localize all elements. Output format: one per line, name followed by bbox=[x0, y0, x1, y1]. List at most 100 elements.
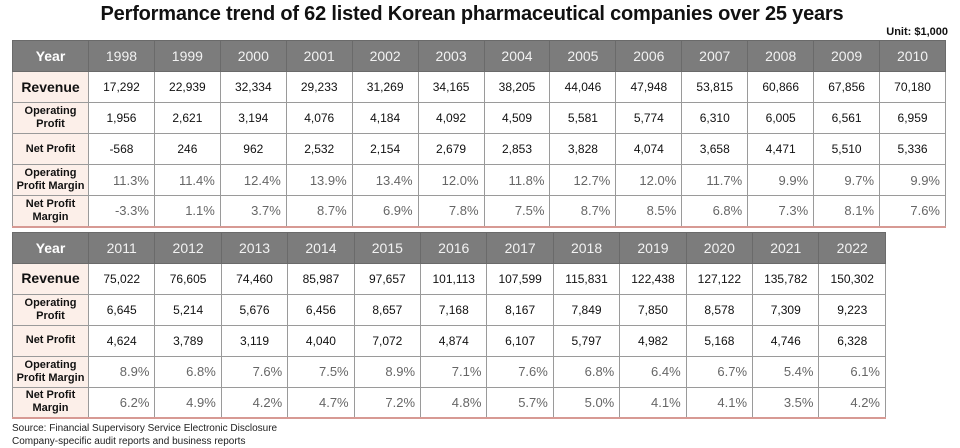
value-cell-revenue-2013: 74,460 bbox=[220, 262, 289, 295]
year-cell-2015: 2015 bbox=[353, 231, 422, 264]
value-cell-net-profit-margin-2015: 7.2% bbox=[353, 386, 422, 419]
value-cell-net-profit-2012: 3,789 bbox=[154, 324, 222, 357]
value-cell-net-profit-margin-2011: 6.2% bbox=[87, 386, 156, 419]
value-cell-operating-profit-margin-2022: 6.1% bbox=[818, 355, 886, 388]
row-label-operating-profit: Operating Profit bbox=[12, 293, 89, 326]
value-cell-net-profit-2022: 6,328 bbox=[818, 324, 886, 357]
unit-label: Unit: $1,000 bbox=[886, 26, 948, 38]
value-cell-net-profit-margin-2017: 5.7% bbox=[486, 386, 554, 419]
year-cell-2011: 2011 bbox=[87, 231, 156, 264]
value-cell-net-profit-margin-2012: 4.9% bbox=[154, 386, 222, 419]
value-cell-revenue-2005: 44,046 bbox=[549, 71, 617, 103]
value-cell-net-profit-margin-2014: 4.7% bbox=[287, 386, 355, 419]
year-cell-2008: 2008 bbox=[747, 40, 815, 72]
value-cell-net-profit-1998: -568 bbox=[88, 133, 155, 165]
value-cell-operating-profit-margin-2020: 6.7% bbox=[685, 355, 754, 388]
year-cell-2004: 2004 bbox=[483, 40, 551, 72]
value-cell-revenue-2004: 38,205 bbox=[483, 71, 551, 103]
row-label-net-profit-margin: Net Profit Margin bbox=[12, 386, 89, 419]
value-cell-operating-profit-2014: 6,456 bbox=[287, 293, 355, 326]
value-cell-net-profit-margin-2000: 3.7% bbox=[219, 195, 287, 227]
value-cell-operating-profit-margin-2013: 7.6% bbox=[220, 355, 289, 388]
value-cell-operating-profit-margin-2008: 9.9% bbox=[747, 164, 815, 196]
value-cell-net-profit-margin-2018: 5.0% bbox=[552, 386, 621, 419]
value-cell-net-profit-2005: 3,828 bbox=[549, 133, 617, 165]
value-cell-revenue-2012: 76,605 bbox=[154, 262, 222, 295]
value-cell-operating-profit-margin-2006: 12.0% bbox=[615, 164, 683, 196]
value-cell-operating-profit-2011: 6,645 bbox=[87, 293, 156, 326]
value-cell-net-profit-2008: 4,471 bbox=[747, 133, 815, 165]
value-cell-operating-profit-2010: 6,959 bbox=[879, 102, 946, 134]
value-cell-revenue-2014: 85,987 bbox=[287, 262, 355, 295]
value-cell-operating-profit-margin-2003: 12.0% bbox=[417, 164, 485, 196]
value-cell-revenue-2000: 32,334 bbox=[219, 71, 287, 103]
value-cell-net-profit-margin-2021: 3.5% bbox=[752, 386, 820, 419]
row-label-operating-profit-margin: Operating Profit Margin bbox=[12, 355, 89, 388]
value-cell-net-profit-2016: 4,874 bbox=[420, 324, 488, 357]
value-cell-operating-profit-2002: 4,184 bbox=[351, 102, 419, 134]
value-cell-revenue-2010: 70,180 bbox=[879, 71, 946, 103]
year-header-cell: Year bbox=[12, 40, 89, 72]
header-row: Year 2011 2012 2013 2014 2015 2016 2017 2018 2019… bbox=[12, 231, 886, 264]
value-cell-operating-profit-2001: 4,076 bbox=[285, 102, 353, 134]
value-cell-operating-profit-margin-2014: 7.5% bbox=[287, 355, 355, 388]
value-cell-operating-profit-2008: 6,005 bbox=[747, 102, 815, 134]
value-cell-net-profit-margin-2020: 4.1% bbox=[685, 386, 754, 419]
row-revenue: Revenue 75,022 76,605 74,460 85,987 97,657 101… bbox=[12, 262, 886, 295]
value-cell-operating-profit-2003: 4,092 bbox=[417, 102, 485, 134]
value-cell-operating-profit-2000: 3,194 bbox=[219, 102, 287, 134]
value-cell-revenue-2001: 29,233 bbox=[285, 71, 353, 103]
value-cell-operating-profit-2017: 8,167 bbox=[486, 293, 554, 326]
value-cell-net-profit-margin-2009: 8.1% bbox=[813, 195, 881, 227]
value-cell-net-profit-margin-2002: 6.9% bbox=[351, 195, 419, 227]
value-cell-operating-profit-2012: 5,214 bbox=[154, 293, 222, 326]
value-cell-net-profit-margin-2019: 4.1% bbox=[619, 386, 687, 419]
row-label-net-profit: Net Profit bbox=[12, 133, 89, 165]
value-cell-net-profit-margin-2004: 7.5% bbox=[483, 195, 551, 227]
value-cell-net-profit-2007: 3,658 bbox=[681, 133, 749, 165]
value-cell-operating-profit-margin-2016: 7.1% bbox=[420, 355, 488, 388]
value-cell-operating-profit-2015: 8,657 bbox=[353, 293, 422, 326]
value-cell-revenue-2019: 122,438 bbox=[619, 262, 687, 295]
value-cell-operating-profit-margin-2002: 13.4% bbox=[351, 164, 419, 196]
value-cell-net-profit-margin-2001: 8.7% bbox=[285, 195, 353, 227]
value-cell-operating-profit-margin-2009: 9.7% bbox=[813, 164, 881, 196]
year-cell-2010: 2010 bbox=[879, 40, 946, 72]
value-cell-net-profit-margin-2022: 4.2% bbox=[818, 386, 886, 419]
value-cell-operating-profit-2022: 9,223 bbox=[818, 293, 886, 326]
row-label-net-profit: Net Profit bbox=[12, 324, 89, 357]
value-cell-revenue-2020: 127,122 bbox=[685, 262, 754, 295]
value-cell-net-profit-margin-2008: 7.3% bbox=[747, 195, 815, 227]
value-cell-operating-profit-2007: 6,310 bbox=[681, 102, 749, 134]
value-cell-revenue-2003: 34,165 bbox=[417, 71, 485, 103]
row-net-profit: Net Profit 4,624 3,789 3,119 4,040 7,072 4,874… bbox=[12, 324, 886, 357]
year-cell-2012: 2012 bbox=[154, 231, 222, 264]
row-operating-profit: Operating Profit 6,645 5,214 5,676 6,456 8,65… bbox=[12, 293, 886, 326]
year-cell-1998: 1998 bbox=[88, 40, 155, 72]
value-cell-net-profit-2015: 7,072 bbox=[353, 324, 422, 357]
value-cell-operating-profit-2020: 8,578 bbox=[685, 293, 754, 326]
value-cell-operating-profit-margin-2010: 9.9% bbox=[879, 164, 946, 196]
value-cell-operating-profit-margin-2011: 8.9% bbox=[87, 355, 156, 388]
year-cell-2001: 2001 bbox=[285, 40, 353, 72]
value-cell-operating-profit-margin-2000: 12.4% bbox=[219, 164, 287, 196]
year-cell-2007: 2007 bbox=[681, 40, 749, 72]
year-header-cell: Year bbox=[12, 231, 89, 264]
value-cell-operating-profit-2018: 7,849 bbox=[552, 293, 621, 326]
row-label-operating-profit: Operating Profit bbox=[12, 102, 89, 134]
value-cell-operating-profit-2013: 5,676 bbox=[220, 293, 289, 326]
value-cell-revenue-2022: 150,302 bbox=[818, 262, 886, 295]
value-cell-revenue-2015: 97,657 bbox=[353, 262, 422, 295]
value-cell-revenue-2016: 101,113 bbox=[420, 262, 488, 295]
row-label-operating-profit-margin: Operating Profit Margin bbox=[12, 164, 89, 196]
value-cell-net-profit-margin-2016: 4.8% bbox=[420, 386, 488, 419]
year-cell-2000: 2000 bbox=[219, 40, 287, 72]
value-cell-net-profit-2009: 5,510 bbox=[813, 133, 881, 165]
performance-table-1998-2010: Year 1998 1999 2000 2001 2002 2003 2004 2005 2006… bbox=[12, 40, 946, 228]
value-cell-net-profit-margin-2005: 8.7% bbox=[549, 195, 617, 227]
year-cell-2017: 2017 bbox=[486, 231, 554, 264]
value-cell-net-profit-2021: 4,746 bbox=[752, 324, 820, 357]
value-cell-net-profit-2017: 6,107 bbox=[486, 324, 554, 357]
value-cell-operating-profit-margin-2004: 11.8% bbox=[483, 164, 551, 196]
